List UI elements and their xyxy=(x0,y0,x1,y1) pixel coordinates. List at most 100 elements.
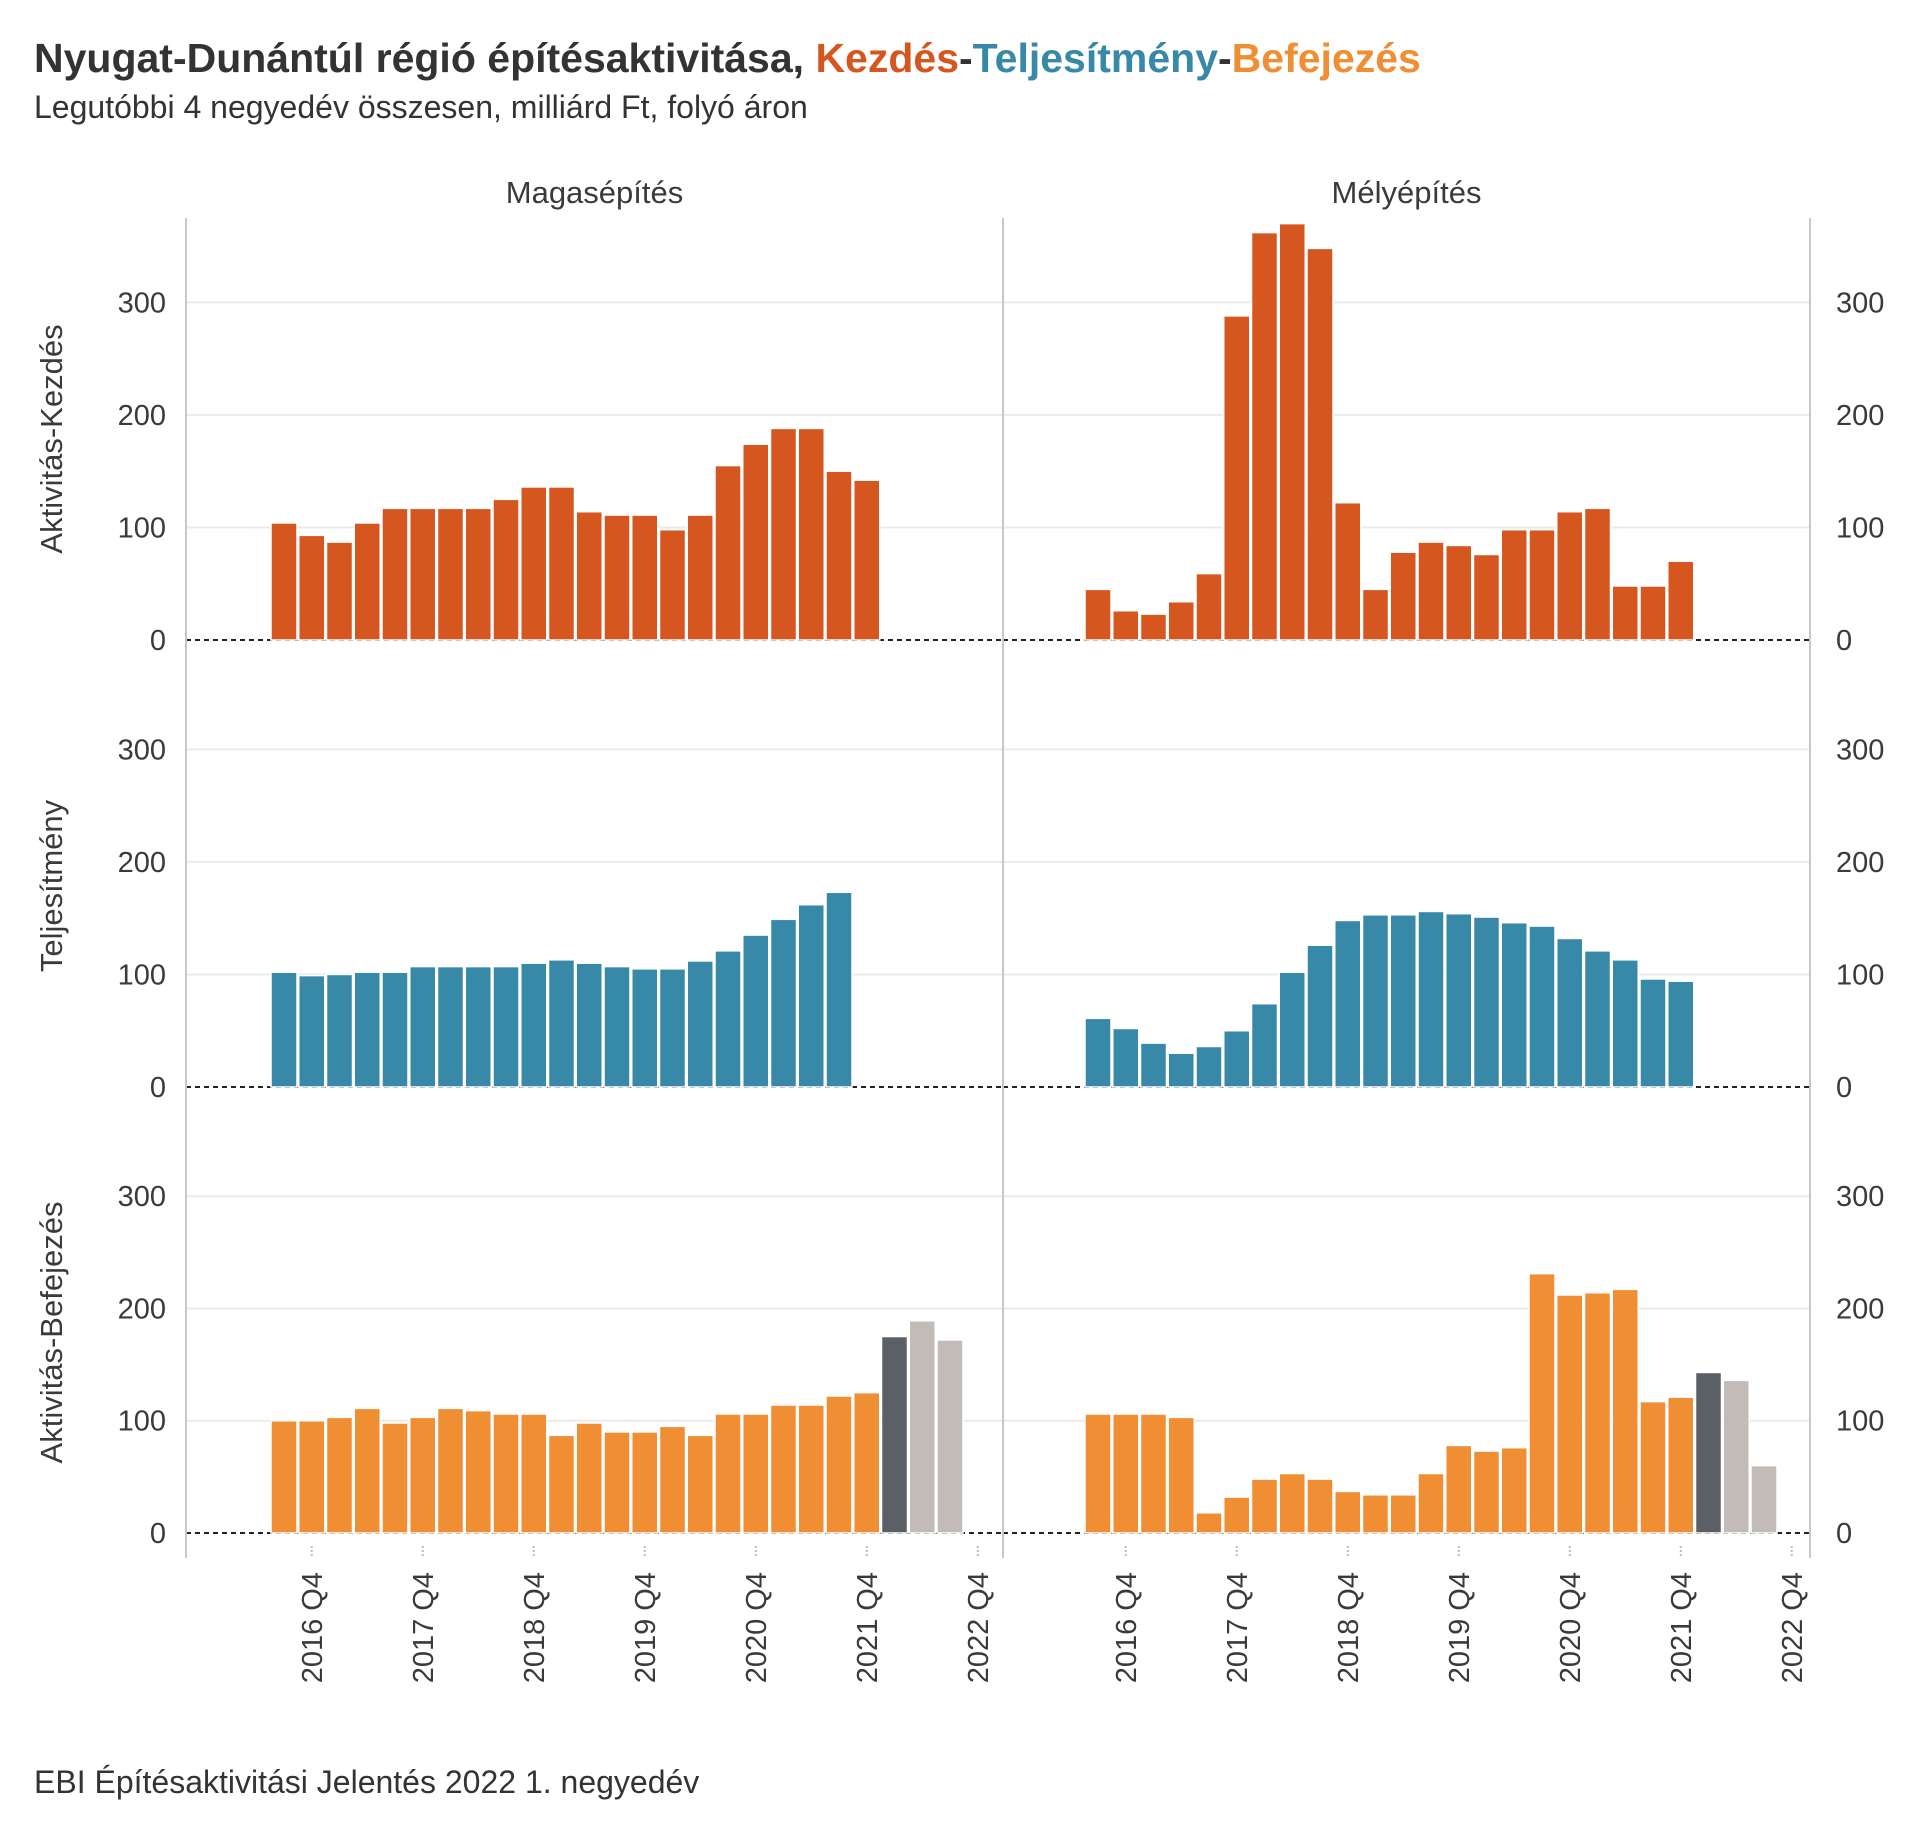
bar-value-r1-c0-3 xyxy=(353,971,381,1088)
bar-value-r1-c1-21 xyxy=(1667,980,1695,1088)
bar-value-r0-c0-12 xyxy=(603,514,631,641)
bar-value-r2-c0-3 xyxy=(353,1407,381,1534)
y-tick-left-r2-200: 200 xyxy=(118,1293,166,1325)
bar-value-r2-c0-12 xyxy=(603,1431,631,1534)
y-tick-left-r1-0: 0 xyxy=(150,1072,166,1104)
bar-value-r2-c1-15 xyxy=(1500,1446,1528,1534)
bar-value-r1-c1-5 xyxy=(1223,1029,1251,1088)
bar-value-r0-c1-13 xyxy=(1445,544,1473,641)
bar-value-r2-c0-5 xyxy=(409,1416,437,1534)
y-tick-right-r0-300: 300 xyxy=(1836,287,1884,319)
bar-value-r0-c0-19 xyxy=(797,427,825,641)
bar-value-r1-c1-15 xyxy=(1500,921,1528,1088)
bar-value-r0-c1-5 xyxy=(1223,315,1251,641)
bar-value-r0-c0-3 xyxy=(353,522,381,641)
bar-value-r0-c0-6 xyxy=(436,507,465,641)
bar-value-r2-c1-14 xyxy=(1472,1450,1501,1534)
bar-value-r0-c1-12 xyxy=(1417,541,1445,641)
bar-value-r1-c0-1 xyxy=(298,974,326,1088)
bar-value-r0-c1-3 xyxy=(1167,600,1195,641)
bar-value-r1-c1-3 xyxy=(1167,1052,1195,1088)
bar-value-r2-c0-18 xyxy=(769,1404,798,1534)
bar-value-r1-c1-19 xyxy=(1611,959,1639,1088)
x-tick-c1-6: 2022 Q4 xyxy=(1777,1572,1809,1683)
bar-value-r0-c0-4 xyxy=(381,507,409,641)
y-tick-left-r1-300: 300 xyxy=(118,734,166,766)
bar-value-r1-c0-18 xyxy=(769,918,798,1088)
bar-value-r1-c1-20 xyxy=(1639,978,1667,1088)
row-label-1: Teljesítmény xyxy=(34,799,69,972)
bar-current-r2-c0-22 xyxy=(880,1335,909,1534)
x-tick-c0-2: 2018 Q4 xyxy=(519,1572,551,1683)
x-tick-c1-1: 2017 Q4 xyxy=(1222,1572,1254,1683)
bar-value-r1-c0-13 xyxy=(631,968,659,1088)
bar-value-r0-c0-10 xyxy=(547,486,576,641)
title-prefix: Nyugat-Dunántúl régió építésaktivitása, xyxy=(34,35,815,81)
bar-value-r2-c1-8 xyxy=(1306,1478,1334,1534)
bar-value-r1-c1-10 xyxy=(1361,914,1390,1088)
y-tick-left-r0-200: 200 xyxy=(118,400,166,432)
y-tick-right-r2-0: 0 xyxy=(1836,1518,1852,1550)
bar-value-r1-c0-17 xyxy=(742,934,770,1088)
x-tick-c0-0: 2016 Q4 xyxy=(297,1572,329,1683)
title-sep-2: - xyxy=(1218,35,1232,81)
chart-subtitle: Legutóbbi 4 negyedév összesen, milliárd … xyxy=(34,89,808,125)
x-tick-c1-5: 2021 Q4 xyxy=(1666,1572,1698,1683)
title-sep-1: - xyxy=(959,35,973,81)
y-tick-left-r0-0: 0 xyxy=(150,625,166,657)
bar-value-r1-c0-16 xyxy=(714,950,742,1088)
y-tick-right-r0-100: 100 xyxy=(1836,512,1884,544)
bar-value-r2-c1-21 xyxy=(1667,1396,1695,1534)
bar-value-r0-c1-7 xyxy=(1278,222,1306,641)
bar-value-r0-c1-16 xyxy=(1528,528,1556,641)
bar-value-r0-c0-0 xyxy=(270,522,298,641)
bar-value-r2-c1-11 xyxy=(1389,1494,1417,1534)
bar-value-r2-c1-1 xyxy=(1112,1413,1140,1534)
x-tick-c0-4: 2020 Q4 xyxy=(741,1572,773,1683)
bar-value-r0-c0-14 xyxy=(658,528,687,641)
title-befejezes: Befejezés xyxy=(1232,35,1421,81)
bar-value-r0-c0-20 xyxy=(825,470,853,641)
y-tick-right-r1-100: 100 xyxy=(1836,959,1884,991)
bar-value-r2-c1-17 xyxy=(1556,1294,1584,1534)
bar-value-r2-c1-3 xyxy=(1167,1416,1195,1534)
y-tick-right-r0-0: 0 xyxy=(1836,625,1852,657)
bar-value-r2-c1-7 xyxy=(1278,1472,1306,1534)
bar-value-r0-c0-15 xyxy=(686,514,714,641)
bar-forecast-r2-c0-24 xyxy=(936,1339,964,1534)
facet-label-1: Mélyépítés xyxy=(1332,175,1482,210)
bar-forecast-r2-c1-24 xyxy=(1750,1464,1778,1534)
y-tick-left-r2-100: 100 xyxy=(118,1406,166,1438)
bar-value-r2-c1-18 xyxy=(1583,1291,1612,1534)
bar-value-r0-c0-17 xyxy=(742,443,770,641)
bar-value-r0-c0-13 xyxy=(631,514,659,641)
bar-value-r0-c1-10 xyxy=(1361,588,1390,641)
bar-value-r2-c0-0 xyxy=(270,1419,298,1534)
x-tick-c1-0: 2016 Q4 xyxy=(1111,1572,1143,1683)
bar-value-r1-c0-19 xyxy=(797,903,825,1088)
bar-value-r0-c1-0 xyxy=(1084,588,1112,641)
bar-value-r1-c0-7 xyxy=(464,965,492,1088)
bar-value-r2-c0-11 xyxy=(575,1422,603,1534)
title-kezdes: Kezdés xyxy=(815,35,959,81)
bar-value-r2-c0-21 xyxy=(853,1391,881,1534)
y-tick-left-r1-100: 100 xyxy=(118,959,166,991)
y-tick-right-r2-100: 100 xyxy=(1836,1406,1884,1438)
bar-value-r2-c0-10 xyxy=(547,1434,576,1534)
x-tick-c1-3: 2019 Q4 xyxy=(1444,1572,1476,1683)
bar-value-r1-c1-4 xyxy=(1195,1045,1223,1088)
bar-value-r1-c0-9 xyxy=(520,962,548,1088)
bar-value-r2-c0-13 xyxy=(631,1431,659,1534)
bar-current-r2-c1-22 xyxy=(1694,1371,1723,1534)
bar-value-r2-c1-13 xyxy=(1445,1444,1473,1534)
bar-value-r2-c0-4 xyxy=(381,1422,409,1534)
bar-value-r0-c1-15 xyxy=(1500,528,1528,641)
bar-value-r0-c1-17 xyxy=(1556,510,1584,641)
x-tick-c1-2: 2018 Q4 xyxy=(1333,1572,1365,1683)
bar-value-r2-c1-6 xyxy=(1250,1478,1279,1534)
bar-value-r0-c1-9 xyxy=(1334,501,1362,641)
bar-value-r2-c0-8 xyxy=(492,1413,520,1534)
bar-value-r0-c0-1 xyxy=(298,534,326,641)
bar-value-r2-c0-17 xyxy=(742,1413,770,1534)
